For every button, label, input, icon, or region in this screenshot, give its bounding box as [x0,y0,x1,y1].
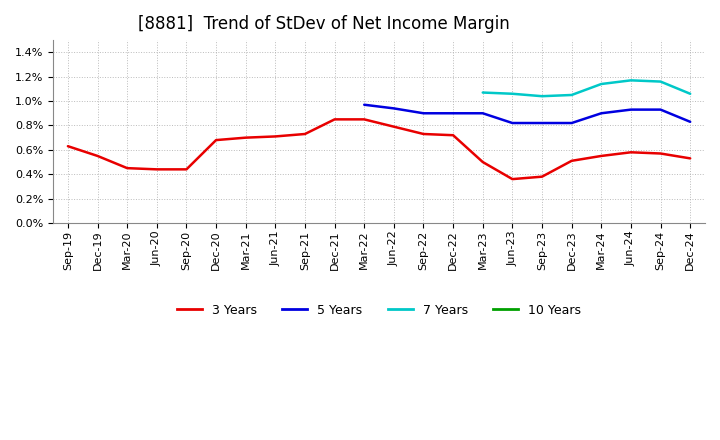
Line: 5 Years: 5 Years [364,105,690,123]
3 Years [93,153,102,158]
7 Years [656,79,665,84]
3 Years [153,167,161,172]
3 Years [182,167,191,172]
5 Years [449,110,457,116]
3 Years [301,132,310,137]
Line: 7 Years: 7 Years [483,81,690,96]
3 Years [508,176,517,182]
3 Years [419,132,428,137]
3 Years [390,124,398,129]
5 Years [686,119,695,125]
5 Years [390,106,398,111]
3 Years [241,135,250,140]
7 Years [479,90,487,95]
Line: 3 Years: 3 Years [68,119,690,179]
3 Years [686,156,695,161]
7 Years [567,92,576,98]
5 Years [419,110,428,116]
7 Years [626,78,635,83]
3 Years [360,117,369,122]
3 Years [656,151,665,156]
7 Years [538,94,546,99]
5 Years [626,107,635,112]
5 Years [656,107,665,112]
3 Years [271,134,279,139]
5 Years [567,121,576,126]
3 Years [63,143,72,149]
3 Years [123,165,132,171]
5 Years [597,110,606,116]
3 Years [597,153,606,158]
3 Years [479,159,487,165]
5 Years [538,121,546,126]
Text: [8881]  Trend of StDev of Net Income Margin: [8881] Trend of StDev of Net Income Marg… [138,15,510,33]
7 Years [686,91,695,96]
3 Years [330,117,339,122]
7 Years [597,81,606,87]
3 Years [212,137,220,143]
3 Years [567,158,576,164]
5 Years [508,121,517,126]
3 Years [626,150,635,155]
5 Years [360,102,369,107]
Legend: 3 Years, 5 Years, 7 Years, 10 Years: 3 Years, 5 Years, 7 Years, 10 Years [172,299,585,322]
3 Years [538,174,546,180]
5 Years [479,110,487,116]
7 Years [508,91,517,96]
3 Years [449,132,457,138]
